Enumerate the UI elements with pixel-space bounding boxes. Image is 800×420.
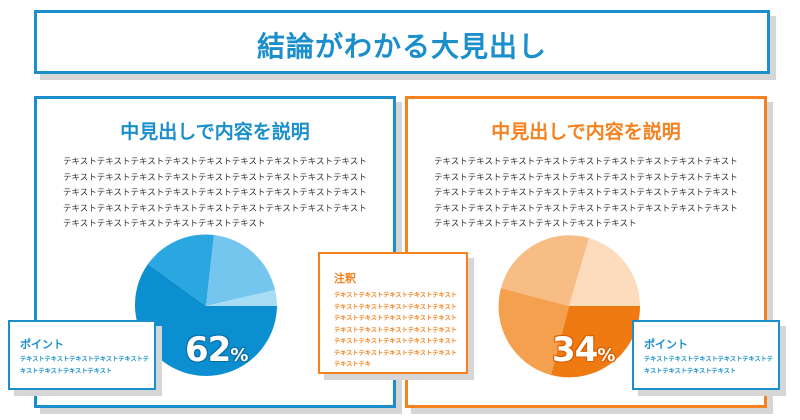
note-title: 注釈 [334,272,356,285]
note-callout: 注釈 テキストテキストテキストテキストテキストテキストテキストテキストテキストテ… [318,252,468,374]
right-point-callout: ポイント テキストテキストテキストテキストテキストテキストテキストテキストテキス… [632,320,780,390]
right-pie-slice-medium [498,288,569,375]
left-percent-label: 62% [185,330,248,370]
left-percent-value: 62 [185,330,231,370]
left-pie-slice-lightest [206,290,277,306]
left-point-title: ポイント [20,338,64,351]
right-pie-chart [498,235,641,378]
left-panel-body: テキストテキストテキストテキストテキストテキストテキストテキストテキストテキスト… [63,157,367,229]
right-percent-label: 34% [552,330,615,370]
left-pie-chart [135,234,277,376]
right-pie-slice-main [551,306,641,378]
left-point-text: テキストテキストテキストテキストテキストテキストテキストテキストテキスト [20,356,150,375]
right-percent-value: 34 [552,330,598,370]
right-percent-unit: % [597,345,615,366]
right-panel-body: テキストテキストテキストテキストテキストテキストテキストテキストテキストテキスト… [434,157,738,229]
page-title: 結論がわかる大見出し [256,30,547,63]
left-percent-unit: % [230,345,248,366]
left-panel-heading: 中見出しで内容を説明 [120,121,310,143]
left-pie-slice-main [135,264,277,376]
right-pie-slice-light [569,238,640,306]
title-box: 結論がわかる大見出し [34,10,770,74]
note-text: テキストテキストテキストテキストテキストテキストテキストテキストテキストテキスト… [334,292,457,368]
left-pie-slice-medium [148,234,214,306]
left-pie-slice-light [206,235,275,306]
right-pie-slice-medium-top [501,235,589,306]
right-point-title: ポイント [644,338,688,351]
right-panel-heading: 中見出しで内容を説明 [491,121,681,143]
right-point-text: テキストテキストテキストテキストテキストテキストテキストテキストテキスト [644,356,774,375]
left-point-callout: ポイント テキストテキストテキストテキストテキストテキストテキストテキストテキス… [8,320,156,390]
